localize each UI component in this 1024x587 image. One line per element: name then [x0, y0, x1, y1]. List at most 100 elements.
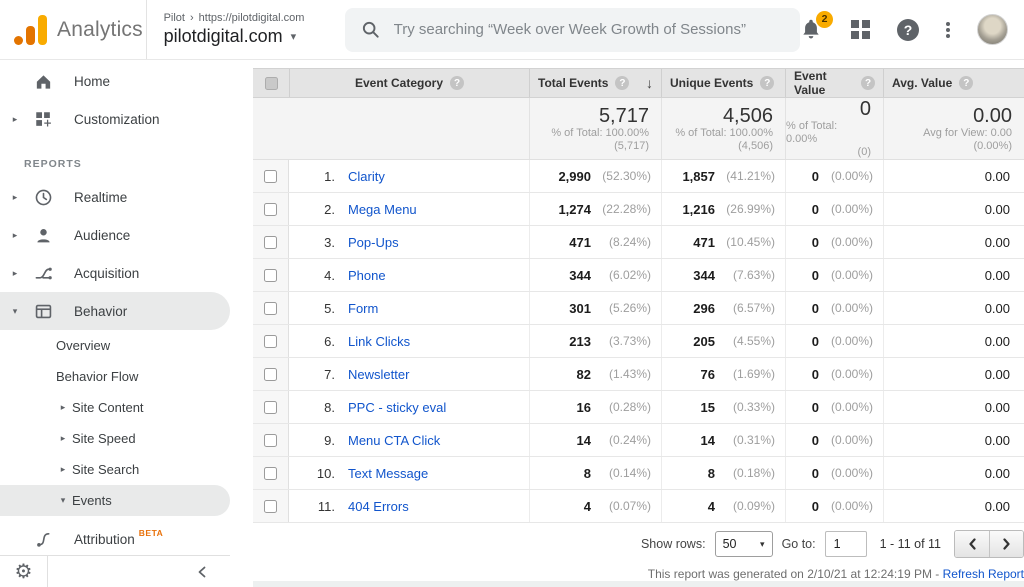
row-checkbox[interactable]: [264, 202, 277, 216]
unique-events-cell: 4 (0.09%): [661, 490, 785, 522]
search-bar[interactable]: [344, 7, 800, 52]
row-checkbox[interactable]: [264, 466, 277, 480]
column-header-event-value[interactable]: Event Value ?: [785, 69, 883, 97]
help-icon[interactable]: ?: [760, 76, 775, 90]
row-checkbox[interactable]: [264, 433, 277, 447]
sidebar-item-behavior[interactable]: ▾ Behavior: [0, 292, 230, 330]
event-category-link[interactable]: Link Clicks: [348, 333, 411, 349]
sidebar-item-site-content[interactable]: ▸ Site Content: [0, 392, 230, 423]
table-row: 9. Menu CTA Click 14 (0.24%) 14 (0.31%) …: [253, 424, 1024, 457]
sidebar-item-site-search[interactable]: ▸ Site Search: [0, 454, 230, 485]
sidebar-item-customization[interactable]: ▸ Customization: [0, 100, 230, 138]
row-checkbox-cell: [253, 292, 289, 324]
event-category-link[interactable]: Phone: [348, 267, 386, 283]
column-header-event-category[interactable]: Event Category ?: [289, 69, 529, 97]
column-header-total-events[interactable]: Total Events ? ↓: [529, 69, 661, 97]
event-category-link[interactable]: Form: [348, 300, 379, 316]
row-checkbox[interactable]: [264, 334, 277, 348]
row-checkbox-cell: [253, 259, 289, 291]
avg-value-cell: 0.00: [883, 193, 1024, 225]
logo-area: Analytics: [0, 0, 147, 59]
sidebar-item-site-speed[interactable]: ▸ Site Speed: [0, 423, 230, 454]
sidebar-item-behavior-flow[interactable]: Behavior Flow: [56, 369, 139, 384]
event-value-value: 0: [811, 366, 819, 382]
row-index: 11.: [317, 498, 335, 514]
event-value-cell: 0 (0.00%): [785, 424, 883, 456]
event-value-pct: (0.00%): [830, 235, 873, 249]
event-category-link[interactable]: Mega Menu: [348, 201, 417, 217]
unique-events-cell: 205 (4.55%): [661, 325, 785, 357]
event-category-link[interactable]: PPC - sticky eval: [348, 399, 447, 415]
show-rows-select[interactable]: 50 ▾: [714, 531, 773, 557]
event-category-link[interactable]: Clarity: [348, 168, 385, 184]
event-category-cell: 6. Link Clicks: [289, 325, 529, 357]
sidebar-item-attribution[interactable]: Attribution BETA: [0, 520, 230, 558]
column-header-avg-value[interactable]: Avg. Value ?: [883, 69, 1024, 97]
prev-page-button[interactable]: [955, 531, 989, 557]
expand-arrow-icon: ▸: [12, 113, 18, 124]
row-checkbox[interactable]: [264, 235, 277, 249]
property-selector[interactable]: pilotdigital.com ▾: [164, 26, 345, 47]
column-header-unique-events[interactable]: Unique Events ?: [661, 69, 785, 97]
row-checkbox[interactable]: [264, 301, 277, 315]
table-row: 11. 404 Errors 4 (0.07%) 4 (0.09%) 0 (0.…: [253, 490, 1024, 523]
search-input[interactable]: [393, 21, 784, 38]
event-category-cell: 7. Newsletter: [289, 358, 529, 390]
event-value-cell: 0 (0.00%): [785, 457, 883, 489]
pagination-controls: Show rows: 50 ▾ Go to: 1 - 11 of 11: [253, 530, 1024, 558]
sidebar: Home ▸ Customization REPORTS ▸: [0, 60, 230, 587]
notifications-button[interactable]: 2: [800, 10, 833, 42]
apps-grid-icon[interactable]: [851, 20, 870, 39]
refresh-report-link[interactable]: Refresh Report: [942, 567, 1024, 581]
overflow-menu-button[interactable]: [946, 21, 950, 38]
help-button[interactable]: ?: [897, 18, 919, 41]
sidebar-item-audience[interactable]: ▸ Audience: [0, 216, 230, 254]
row-checkbox[interactable]: [264, 367, 277, 381]
event-value-value: 0: [811, 267, 819, 283]
events-table: Event Category ? Total Events ? ↓ Unique…: [253, 68, 1024, 523]
unique-events-value: 1,857: [682, 168, 715, 184]
notification-badge: 2: [816, 10, 833, 28]
total-events-cell: 16 (0.28%): [529, 391, 661, 423]
event-category-link[interactable]: Pop-Ups: [348, 234, 399, 250]
help-icon[interactable]: ?: [450, 76, 465, 90]
next-page-button[interactable]: [989, 531, 1023, 557]
settings-button[interactable]: ⚙: [0, 555, 48, 587]
event-category-link[interactable]: Menu CTA Click: [348, 432, 441, 448]
event-category-link[interactable]: Text Message: [348, 465, 429, 481]
unique-events-pct: (7.63%): [732, 268, 775, 282]
sidebar-item-home[interactable]: Home: [0, 62, 230, 100]
event-value-value: 0: [811, 168, 819, 184]
event-category-link[interactable]: Newsletter: [348, 366, 410, 382]
sidebar-item-events[interactable]: ▾ Events: [0, 485, 230, 516]
unique-events-cell: 14 (0.31%): [661, 424, 785, 456]
expand-arrow-icon: ▸: [60, 402, 66, 412]
event-category-cell: 11. 404 Errors: [289, 490, 529, 522]
table-row: 3. Pop-Ups 471 (8.24%) 471 (10.45%) 0 (0…: [253, 226, 1024, 259]
event-category-link[interactable]: 404 Errors: [348, 498, 409, 514]
table-summary-row: 5,717 % of Total: 100.00% (5,717) 4,506 …: [253, 98, 1024, 160]
select-all-checkbox[interactable]: [264, 76, 278, 90]
total-events-pct: (0.24%): [608, 433, 651, 447]
help-icon[interactable]: ?: [861, 76, 875, 90]
help-icon[interactable]: ?: [615, 76, 630, 90]
sidebar-item-overview[interactable]: Overview: [56, 338, 111, 353]
goto-page-input[interactable]: [824, 531, 867, 557]
unique-events-pct: (41.21%): [726, 169, 775, 183]
collapse-sidebar-button[interactable]: [196, 565, 208, 579]
behavior-icon: [33, 301, 53, 321]
help-icon[interactable]: ?: [959, 76, 974, 90]
row-checkbox[interactable]: [264, 499, 277, 513]
sidebar-item-realtime[interactable]: ▸ Realtime: [0, 178, 230, 216]
summary-avg-value: 0.00 Avg for View: 0.00 (0.00%): [883, 98, 1024, 159]
sort-desc-icon[interactable]: ↓: [646, 75, 653, 91]
row-checkbox[interactable]: [264, 169, 277, 183]
sidebar-item-acquisition[interactable]: ▸ Acquisition: [0, 254, 230, 292]
row-checkbox[interactable]: [264, 268, 277, 282]
attribution-icon: [33, 529, 53, 549]
avatar[interactable]: [977, 14, 1008, 45]
row-index: 9.: [324, 432, 335, 448]
row-checkbox[interactable]: [264, 400, 277, 414]
avg-value-cell: 0.00: [883, 160, 1024, 192]
total-events-cell: 301 (5.26%): [529, 292, 661, 324]
